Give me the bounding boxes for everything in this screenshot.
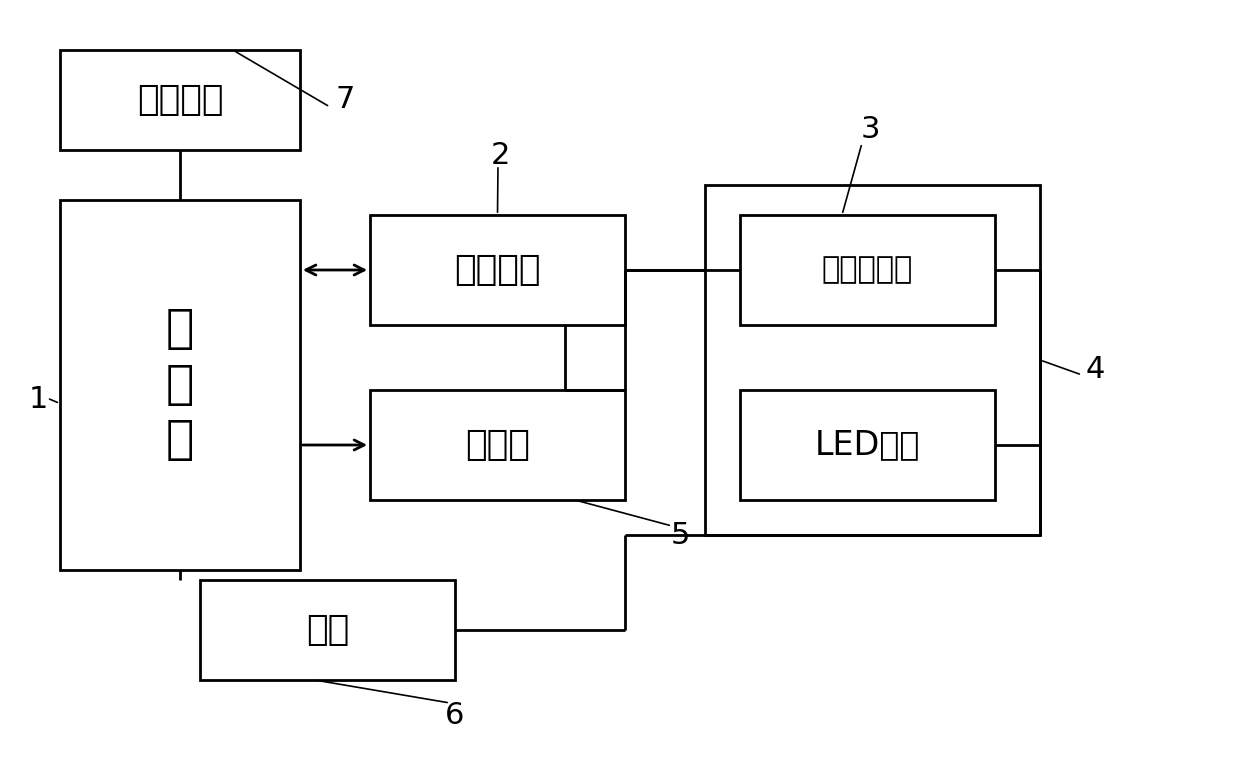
Text: 2: 2 [490, 141, 510, 169]
Text: 报警单元: 报警单元 [136, 83, 223, 117]
Bar [370, 215, 625, 325]
Text: 模拟前端: 模拟前端 [454, 253, 541, 287]
Text: 3: 3 [861, 116, 879, 144]
Text: 6: 6 [445, 701, 465, 730]
Text: 1: 1 [29, 385, 47, 414]
Bar [740, 215, 994, 325]
Bar [370, 390, 625, 500]
Bar [200, 580, 455, 680]
Text: 光电探测器: 光电探测器 [822, 255, 913, 284]
Text: 5: 5 [671, 521, 689, 549]
Text: 电源: 电源 [306, 613, 350, 647]
Text: 显示屏: 显示屏 [465, 428, 529, 462]
Text: 单
片
机: 单 片 机 [166, 307, 195, 463]
Text: 4: 4 [1085, 356, 1105, 385]
Text: 7: 7 [335, 86, 355, 115]
Bar [740, 390, 994, 500]
Bar [706, 185, 1040, 535]
Text: LED光源: LED光源 [815, 429, 920, 461]
Bar [60, 50, 300, 150]
Bar [60, 200, 300, 570]
